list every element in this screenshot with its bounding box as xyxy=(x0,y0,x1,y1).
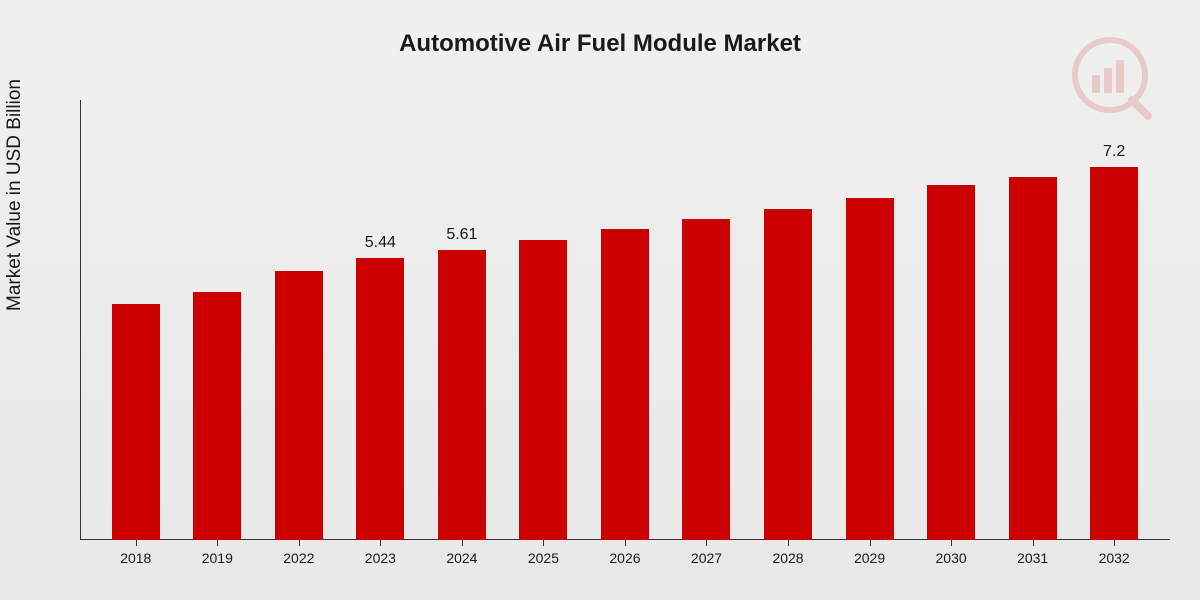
x-tick-label: 2023 xyxy=(365,550,396,566)
bar xyxy=(275,271,323,540)
x-tick-mark xyxy=(706,540,707,546)
bars-group: 2018201920225.4420235.612024202520262027… xyxy=(80,100,1170,540)
bar-value-label: 7.2 xyxy=(1103,143,1125,161)
bar-slot: 2026 xyxy=(584,100,666,540)
bar-slot: 2022 xyxy=(258,100,340,540)
x-tick-label: 2018 xyxy=(120,550,151,566)
x-tick-mark xyxy=(136,540,137,546)
bar xyxy=(927,185,975,540)
y-axis-label: Market Value in USD Billion xyxy=(4,79,26,311)
x-tick-label: 2019 xyxy=(202,550,233,566)
x-tick-mark xyxy=(217,540,218,546)
x-tick-mark xyxy=(299,540,300,546)
x-tick-label: 2028 xyxy=(772,550,803,566)
plot-area: 2018201920225.4420235.612024202520262027… xyxy=(80,100,1170,540)
x-tick-mark xyxy=(380,540,381,546)
bar xyxy=(112,304,160,540)
bar-slot: 5.612024 xyxy=(421,100,503,540)
x-tick-mark xyxy=(543,540,544,546)
bar xyxy=(682,219,730,540)
bar xyxy=(846,198,894,540)
x-tick-mark xyxy=(462,540,463,546)
x-tick-label: 2022 xyxy=(283,550,314,566)
x-tick-label: 2026 xyxy=(609,550,640,566)
bar xyxy=(519,240,567,540)
bar-slot: 5.442023 xyxy=(340,100,422,540)
bar-slot: 7.22032 xyxy=(1073,100,1155,540)
bar-slot: 2025 xyxy=(503,100,585,540)
x-tick-mark xyxy=(1033,540,1034,546)
chart-title: Automotive Air Fuel Module Market xyxy=(0,0,1200,68)
bar-slot: 2019 xyxy=(177,100,259,540)
bar-slot: 2027 xyxy=(666,100,748,540)
x-tick-mark xyxy=(1114,540,1115,546)
chart-container: Automotive Air Fuel Module Market Market… xyxy=(0,0,1200,600)
x-tick-mark xyxy=(788,540,789,546)
bar xyxy=(193,292,241,540)
bar-value-label: 5.44 xyxy=(365,234,396,252)
bar xyxy=(601,229,649,540)
x-tick-label: 2024 xyxy=(446,550,477,566)
x-tick-mark xyxy=(951,540,952,546)
x-tick-label: 2031 xyxy=(1017,550,1048,566)
bar xyxy=(356,258,404,540)
x-tick-label: 2030 xyxy=(936,550,967,566)
bar-slot: 2030 xyxy=(910,100,992,540)
x-tick-label: 2027 xyxy=(691,550,722,566)
bar-slot: 2031 xyxy=(992,100,1074,540)
x-tick-label: 2029 xyxy=(854,550,885,566)
x-tick-label: 2025 xyxy=(528,550,559,566)
bar xyxy=(438,250,486,540)
bar xyxy=(1090,167,1138,540)
x-tick-mark xyxy=(870,540,871,546)
x-tick-mark xyxy=(625,540,626,546)
bar-slot: 2028 xyxy=(747,100,829,540)
bar xyxy=(1009,177,1057,540)
bar-value-label: 5.61 xyxy=(446,226,477,244)
bar-slot: 2029 xyxy=(829,100,911,540)
bar-slot: 2018 xyxy=(95,100,177,540)
x-tick-label: 2032 xyxy=(1099,550,1130,566)
bar xyxy=(764,209,812,540)
